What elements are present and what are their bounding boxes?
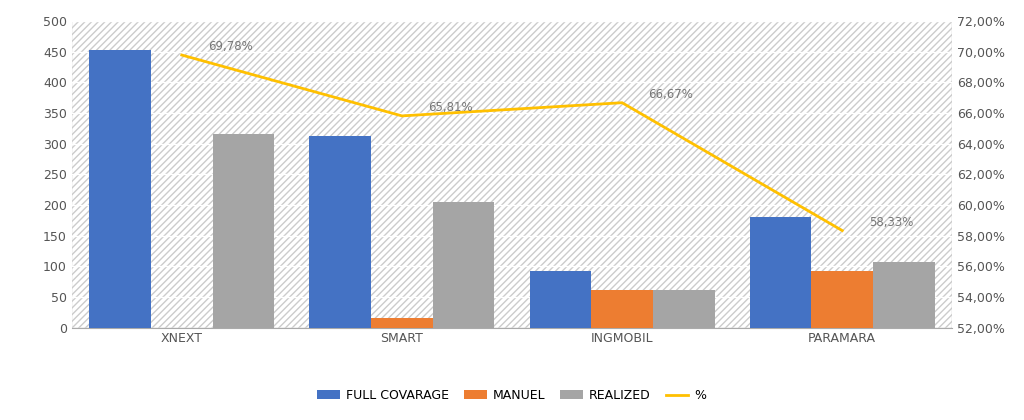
- Bar: [213, 134, 274, 328]
- Legend: FULL COVARAGE, MANUEL, REALIZED, %: FULL COVARAGE, MANUEL, REALIZED, %: [312, 384, 712, 407]
- Bar: [529, 270, 591, 328]
- Bar: [89, 50, 151, 328]
- Text: 58,33%: 58,33%: [868, 216, 913, 229]
- Text: 69,78%: 69,78%: [208, 40, 253, 53]
- Line: %: %: [182, 55, 842, 231]
- %: [836, 228, 848, 233]
- %: [176, 52, 188, 58]
- Bar: [653, 289, 715, 328]
- Bar: [811, 271, 873, 328]
- %: [396, 113, 409, 118]
- Bar: [591, 289, 653, 328]
- Bar: [873, 262, 935, 328]
- Bar: [750, 217, 811, 328]
- Text: 66,67%: 66,67%: [648, 88, 693, 101]
- %: [616, 100, 629, 105]
- Bar: [371, 318, 433, 328]
- Text: 65,81%: 65,81%: [428, 101, 473, 114]
- Bar: [433, 202, 495, 328]
- Bar: [309, 136, 371, 328]
